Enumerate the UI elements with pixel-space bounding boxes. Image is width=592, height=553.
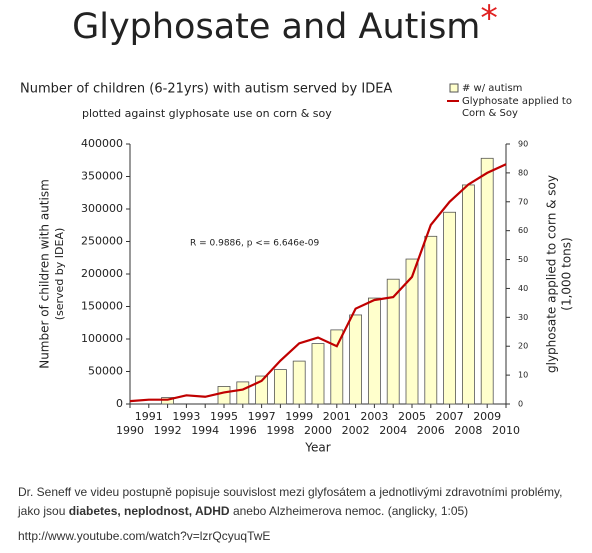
bar	[273, 369, 287, 405]
x-tick-label: 2004	[379, 424, 407, 437]
y-axis-label: (served by IDEA)	[53, 228, 66, 321]
bar	[405, 258, 419, 405]
x-tick-label: 1991	[135, 410, 163, 423]
chart-title: Number of children (6-21yrs) with autism…	[20, 82, 392, 97]
x-tick-label: 1995	[210, 410, 238, 423]
bar	[217, 386, 231, 405]
y-tick-label: 100000	[81, 332, 123, 345]
legend-swatch	[449, 83, 459, 93]
y2-tick-label: 0	[518, 400, 523, 409]
bar	[424, 235, 438, 405]
y-tick-label: 400000	[81, 137, 123, 150]
x-tick-label: 1994	[191, 424, 219, 437]
bar	[367, 297, 381, 405]
x-axis-label: Year	[304, 441, 330, 455]
y-tick-label: 300000	[81, 202, 123, 215]
line	[129, 163, 507, 403]
bar	[236, 381, 250, 405]
y-tick-label: 200000	[81, 267, 123, 280]
annotation: R = 0.9886, p <= 6.646e-09	[190, 239, 320, 249]
url: http://www.youtube.com/watch?v=lzrQcyuqT…	[18, 529, 271, 543]
y2-tick-label: 50	[518, 255, 528, 264]
bar	[349, 314, 363, 405]
x-tick-label: 2003	[360, 410, 388, 423]
x-tick-label: 1997	[248, 410, 276, 423]
x-tick-label: 2009	[473, 410, 501, 423]
x-tick-label: 1992	[154, 424, 182, 437]
y-tick-label: 250000	[81, 235, 123, 248]
caption-text: Dr. Seneff ve videu postupně popisuje so…	[18, 485, 563, 518]
x-tick-label: 2001	[323, 410, 351, 423]
x-tick-label: 2000	[304, 424, 332, 437]
bar	[311, 343, 325, 405]
caption: Dr. Seneff ve videu postupně popisuje so…	[18, 483, 578, 521]
y-axis-label: Number of children with autism	[38, 179, 52, 369]
y2-tick-label: 60	[518, 226, 528, 235]
x-tick-label: 2006	[417, 424, 445, 437]
x-tick-label: 2008	[454, 424, 482, 437]
x-tick-label: 1993	[172, 410, 200, 423]
y-tick-label: 0	[116, 397, 123, 410]
legend-label: Glyphosate applied to Corn & Soy	[462, 96, 572, 119]
heading-mark: *	[480, 0, 498, 39]
caption-bold: diabetes, neplodnost, ADHD	[68, 504, 230, 518]
x-tick-label: 2002	[342, 424, 370, 437]
y2-tick-label: 80	[518, 168, 528, 177]
x-tick-label: 2005	[398, 410, 426, 423]
x-tick-label: 1999	[285, 410, 313, 423]
chart-subtitle: plotted against glyphosate use on corn &…	[82, 107, 332, 120]
heading-text: Glyphosate and Autism	[72, 7, 480, 47]
x-tick-label: 1990	[116, 424, 144, 437]
y-tick-label: 150000	[81, 300, 123, 313]
caption-text: anebo Alzheimerova nemoc. (anglicky, 1:0…	[229, 504, 469, 518]
x-tick-label: 2007	[436, 410, 464, 423]
legend-label: # w/ autism	[462, 83, 523, 94]
chart: Glyphosate and Autism* Number of childre…	[20, 0, 574, 455]
bar	[443, 211, 457, 405]
bar	[292, 360, 306, 405]
y2-tick-label: 40	[518, 284, 528, 293]
y-tick-label: 350000	[81, 170, 123, 183]
bar	[330, 329, 344, 405]
y2-tick-label: 70	[518, 197, 528, 206]
y-tick-label: 50000	[88, 365, 123, 378]
bar	[461, 184, 475, 405]
y2-tick-label: 30	[518, 313, 528, 322]
y2-tick-label: 20	[518, 342, 528, 351]
heading: Glyphosate and Autism*	[72, 0, 498, 47]
y2-axis-label: (1,000 tons)	[560, 237, 574, 310]
y2-tick-label: 10	[518, 371, 528, 380]
x-tick-label: 2010	[492, 424, 520, 437]
y2-tick-label: 90	[518, 140, 528, 149]
y2-axis-label: glyphosate applied to corn & soy	[545, 175, 559, 373]
x-tick-label: 1998	[266, 424, 294, 437]
bar	[480, 157, 494, 405]
x-tick-label: 1996	[229, 424, 257, 437]
bar	[386, 278, 400, 405]
